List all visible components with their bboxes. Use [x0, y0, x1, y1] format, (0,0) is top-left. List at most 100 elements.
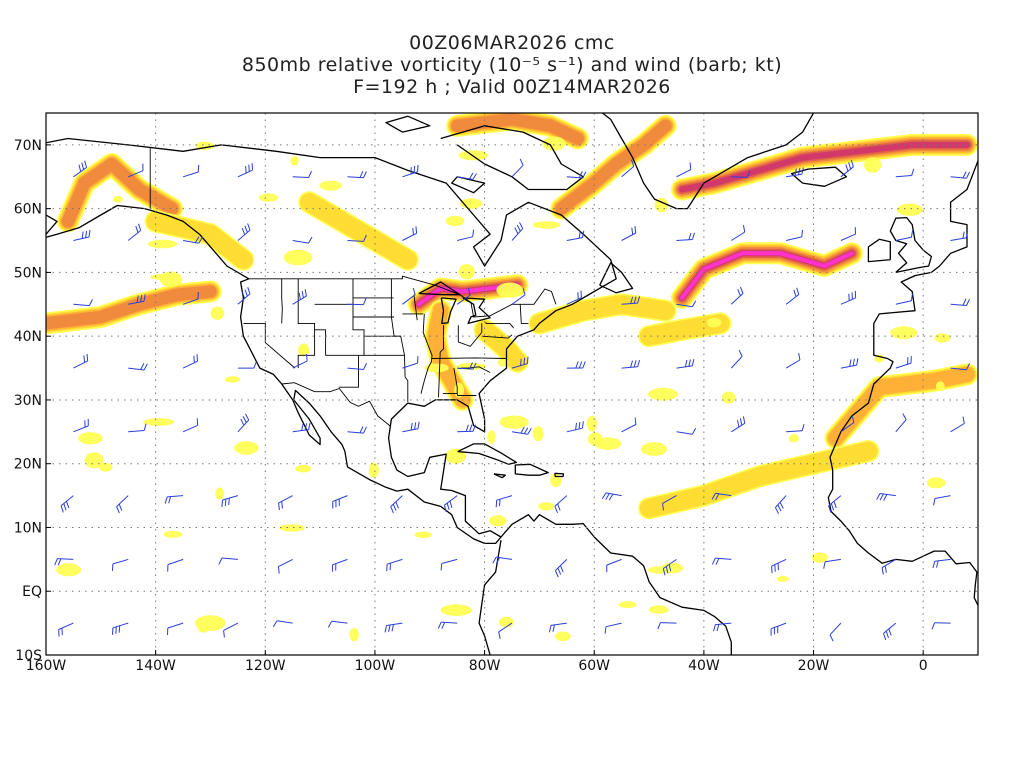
wind-barb: [183, 236, 203, 244]
wind-barb: [73, 299, 93, 307]
wind-barb: [277, 558, 293, 574]
political-border: [481, 334, 513, 339]
wind-barb: [128, 294, 146, 305]
x-tick-label: 60W: [578, 658, 610, 674]
political-border: [519, 304, 529, 324]
wind-barb: [770, 622, 787, 636]
title-line-2: 850mb relative vorticity (10⁻⁵ s⁻¹) and …: [241, 54, 783, 76]
wind-barb: [662, 558, 677, 576]
wind-barb: [621, 226, 637, 241]
wind-barb: [895, 168, 915, 178]
wind-barb: [730, 286, 744, 305]
wind-barb: [711, 492, 732, 501]
wind-barb: [60, 495, 74, 513]
coastline-hispaniola: [514, 463, 549, 476]
wind-barb: [730, 349, 743, 369]
wind-barb: [883, 622, 897, 641]
wind-barb: [182, 291, 199, 305]
wind-barb: [116, 495, 129, 514]
wind-barb: [457, 362, 477, 370]
lat-lon-grid: [46, 113, 978, 655]
wind-barb: [218, 557, 238, 565]
wind-barb: [347, 362, 367, 370]
wind-barb: [895, 413, 907, 433]
coastline-north-america: [46, 137, 617, 545]
wind-barb: [223, 622, 239, 638]
coastline-south-america: [500, 514, 732, 655]
wind-barb: [840, 358, 859, 369]
wind-barb: [73, 230, 91, 241]
wind-barb: [498, 622, 513, 639]
wind-barb: [457, 424, 476, 433]
political-border: [297, 278, 316, 369]
wind-barb: [443, 495, 458, 513]
political-border: [456, 393, 477, 396]
wind-barb: [895, 293, 913, 305]
wind-barb: [402, 287, 416, 305]
x-tick-label: 120W: [245, 658, 286, 674]
political-border: [457, 323, 483, 347]
x-tick-label: 40W: [688, 658, 720, 674]
wind-barb: [437, 621, 458, 629]
y-tick-label: 20N: [14, 457, 42, 473]
wind-barb: [292, 170, 312, 178]
wind-barb: [237, 413, 250, 433]
wind-barb: [327, 620, 348, 628]
wind-barb: [402, 356, 419, 369]
vorticity-feature-greenland-east-band: [671, 133, 978, 201]
wind-barb: [950, 363, 971, 371]
wind-barb: [711, 557, 732, 565]
wind-barb: [402, 421, 420, 433]
wind-barb: [237, 163, 253, 178]
wind-barb: [111, 558, 129, 571]
vorticity-feature-central-atlantic-band: [671, 242, 863, 309]
wind-barb: [511, 356, 529, 369]
coastlines: [46, 113, 978, 655]
wind-barb: [182, 418, 199, 433]
wind-barb: [457, 172, 477, 180]
wind-barb: [164, 495, 184, 504]
political-border: [431, 357, 508, 359]
wind-barb: [823, 558, 841, 569]
x-tick-label: 20W: [798, 658, 830, 674]
y-tick-label: 10N: [14, 521, 42, 537]
chart-title: 00Z06MAR2026 cmc 850mb relative vorticit…: [0, 32, 1024, 98]
wind-barb: [566, 230, 585, 241]
wind-barb: [662, 495, 677, 511]
wind-barb: [676, 427, 697, 435]
wind-barb: [840, 227, 857, 241]
wind-barb: [881, 558, 897, 575]
political-border: [243, 322, 296, 369]
wind-barb: [932, 558, 951, 569]
vorticity-feature-northeast-pacific-band: [144, 210, 255, 271]
political-border: [438, 325, 444, 398]
x-tick-label: 80W: [469, 658, 501, 674]
coastline-newfoundland: [599, 262, 634, 294]
coastline-ireland: [867, 238, 891, 263]
political-border: [485, 321, 514, 329]
wind-barb: [554, 559, 568, 578]
title-line-3: F=192 h ; Valid 00Z14MAR2026: [353, 76, 671, 98]
wind-barb: [895, 230, 914, 241]
vorticity-feature-west-atlantic-band: [638, 312, 732, 348]
wind-barb: [237, 287, 251, 305]
wind-barb: [785, 353, 801, 369]
wind-barb: [347, 297, 367, 306]
wind-barb: [771, 558, 787, 574]
wind-barb: [731, 225, 746, 241]
wind-barb: [840, 290, 857, 305]
vorticity-feature-newfoundland-band: [528, 293, 677, 335]
wind-barb: [548, 622, 567, 633]
y-tick-label: 50N: [14, 265, 42, 281]
x-tick-label: 0: [919, 658, 928, 674]
wind-barb: [621, 296, 641, 305]
wind-barb: [933, 495, 951, 506]
wind-barb: [950, 298, 970, 306]
wind-barb: [292, 422, 311, 433]
wind-barb: [237, 223, 251, 241]
axis-labels: 160W 140W 120W 100W 80W 60W 40W 20W 0 70N 60N 50N 40…: [14, 138, 928, 674]
wind-barb: [676, 358, 695, 369]
y-tick-label: 30N: [14, 393, 42, 409]
wind-barb: [182, 164, 200, 178]
